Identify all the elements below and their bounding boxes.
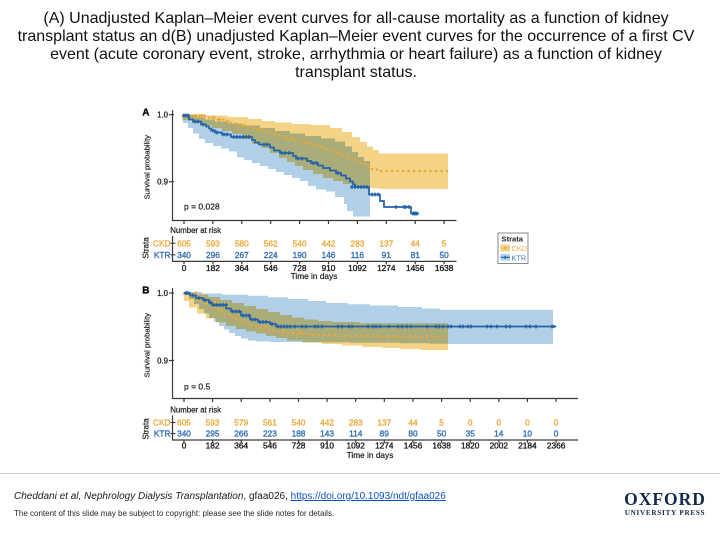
svg-text:2184: 2184 [518, 440, 537, 450]
svg-text:KTR: KTR [512, 253, 527, 262]
svg-text:546: 546 [264, 263, 278, 273]
svg-text:364: 364 [235, 263, 249, 273]
svg-text:1.0: 1.0 [157, 289, 169, 298]
svg-text:182: 182 [206, 263, 220, 273]
svg-text:546: 546 [263, 440, 277, 450]
svg-text:0.9: 0.9 [157, 356, 168, 365]
svg-text:0: 0 [554, 429, 559, 439]
svg-text:Strata: Strata [502, 235, 524, 244]
svg-text:Number at risk: Number at risk [170, 406, 221, 415]
svg-text:CKD: CKD [153, 238, 171, 248]
svg-text:50: 50 [437, 429, 447, 439]
svg-text:0: 0 [525, 418, 530, 428]
svg-text:1092: 1092 [348, 263, 367, 273]
svg-text:182: 182 [206, 440, 220, 450]
svg-text:1456: 1456 [404, 440, 423, 450]
svg-text:540: 540 [293, 238, 307, 248]
svg-text:728: 728 [293, 263, 307, 273]
svg-text:Strata: Strata [142, 237, 151, 259]
svg-text:266: 266 [234, 429, 248, 439]
svg-text:364: 364 [234, 440, 248, 450]
svg-text:1820: 1820 [461, 440, 480, 450]
svg-text:p = 0.028: p = 0.028 [184, 202, 220, 212]
svg-text:0.9: 0.9 [157, 178, 168, 187]
svg-text:44: 44 [408, 418, 418, 428]
svg-text:5: 5 [442, 238, 447, 248]
svg-text:Survival probability: Survival probability [142, 135, 151, 200]
svg-text:1638: 1638 [432, 440, 451, 450]
svg-text:283: 283 [350, 238, 364, 248]
svg-text:116: 116 [351, 250, 365, 260]
svg-text:442: 442 [320, 418, 334, 428]
svg-text:0: 0 [554, 418, 559, 428]
svg-text:44: 44 [411, 238, 421, 248]
svg-text:593: 593 [206, 418, 220, 428]
svg-text:14: 14 [494, 429, 504, 439]
svg-text:188: 188 [292, 429, 306, 439]
svg-text:267: 267 [235, 250, 249, 260]
svg-text:442: 442 [322, 238, 336, 248]
svg-text:80: 80 [408, 429, 418, 439]
svg-text:1.0: 1.0 [157, 111, 169, 120]
svg-text:605: 605 [177, 238, 191, 248]
svg-text:0: 0 [182, 263, 187, 273]
svg-text:35: 35 [466, 429, 476, 439]
svg-text:223: 223 [263, 429, 277, 439]
svg-text:0: 0 [496, 418, 501, 428]
svg-text:Time in days: Time in days [347, 450, 394, 460]
svg-text:224: 224 [264, 250, 278, 260]
svg-text:910: 910 [320, 440, 334, 450]
svg-text:562: 562 [264, 238, 278, 248]
svg-text:296: 296 [206, 250, 220, 260]
svg-text:2366: 2366 [547, 440, 566, 450]
svg-text:KTR: KTR [154, 429, 171, 439]
svg-text:605: 605 [177, 418, 191, 428]
svg-text:1092: 1092 [346, 440, 365, 450]
svg-text:CKD: CKD [153, 418, 171, 428]
svg-text:1274: 1274 [377, 263, 396, 273]
svg-text:561: 561 [263, 418, 277, 428]
svg-text:p = 0.5: p = 0.5 [184, 382, 211, 392]
svg-text:0: 0 [182, 440, 187, 450]
svg-text:1456: 1456 [406, 263, 425, 273]
svg-text:2002: 2002 [490, 440, 509, 450]
svg-text:910: 910 [322, 263, 336, 273]
svg-text:89: 89 [380, 429, 390, 439]
svg-text:Survival probability: Survival probability [142, 313, 151, 378]
svg-text:283: 283 [349, 418, 363, 428]
svg-text:KTR: KTR [154, 250, 171, 260]
svg-text:593: 593 [206, 238, 220, 248]
svg-text:137: 137 [379, 238, 393, 248]
svg-text:50: 50 [439, 250, 449, 260]
svg-text:340: 340 [177, 250, 191, 260]
svg-text:190: 190 [293, 250, 307, 260]
svg-text:1274: 1274 [375, 440, 394, 450]
svg-text:114: 114 [349, 429, 363, 439]
svg-text:143: 143 [320, 429, 334, 439]
svg-text:579: 579 [234, 418, 248, 428]
svg-text:0: 0 [468, 418, 473, 428]
svg-text:91: 91 [382, 250, 392, 260]
svg-text:137: 137 [377, 418, 391, 428]
svg-text:10: 10 [523, 429, 533, 439]
svg-text:580: 580 [235, 238, 249, 248]
svg-text:Time in days: Time in days [291, 271, 338, 281]
svg-text:146: 146 [322, 250, 336, 260]
svg-text:540: 540 [292, 418, 306, 428]
svg-text:1638: 1638 [435, 263, 454, 273]
svg-text:295: 295 [206, 429, 220, 439]
svg-text:B: B [142, 286, 149, 297]
svg-text:CKD: CKD [512, 244, 527, 253]
svg-text:Number at risk: Number at risk [170, 226, 221, 235]
svg-text:5: 5 [439, 418, 444, 428]
svg-text:A: A [142, 108, 149, 119]
svg-text:81: 81 [411, 250, 421, 260]
svg-text:Strata: Strata [142, 418, 151, 440]
svg-text:340: 340 [177, 429, 191, 439]
svg-text:728: 728 [292, 440, 306, 450]
